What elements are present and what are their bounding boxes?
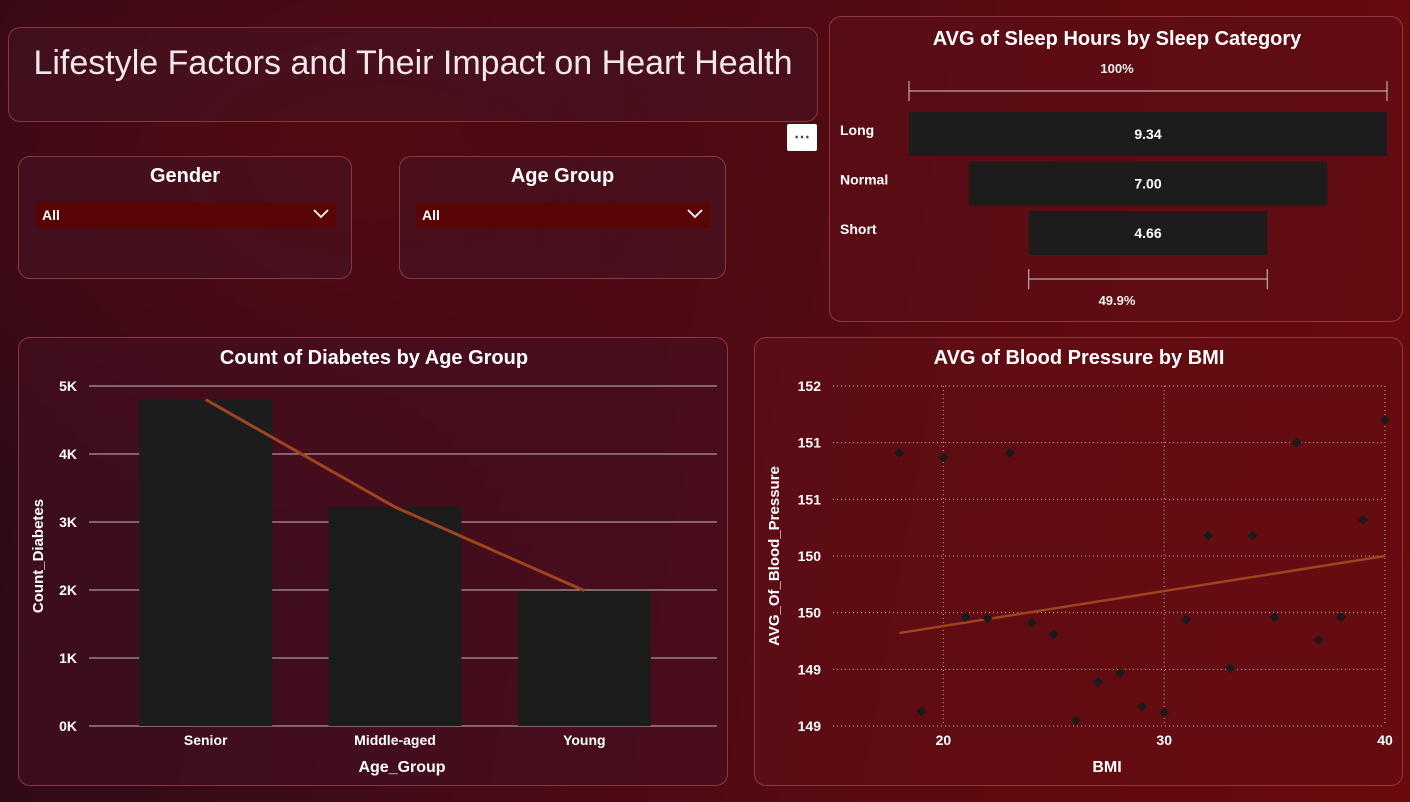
funnel-category-label: Normal (840, 172, 888, 188)
y-tick-label: 5K (59, 378, 77, 394)
scatter-point (1092, 676, 1103, 687)
scatter-point (1026, 617, 1037, 628)
y-axis-label: AVG_Of_Blood_Pressure (766, 466, 783, 646)
scatter-point (1291, 437, 1302, 448)
bar (517, 590, 651, 726)
y-tick-label: 0K (59, 718, 77, 734)
y-axis-label: Count_Diabetes (30, 499, 47, 613)
scatter-point (894, 447, 905, 458)
x-axis-label: Age_Group (358, 759, 445, 776)
diabetes-bar-chart: Count of Diabetes by Age Group Age_Group… (30, 347, 717, 776)
scatter-point (1269, 612, 1280, 623)
y-tick-label: 151 (798, 491, 822, 507)
y-tick-label: 149 (798, 718, 822, 734)
diabetes-chart-card: Count of Diabetes by Age Group Age_Group… (18, 337, 728, 786)
age-group-slicer-label: Age Group (510, 165, 615, 187)
y-tick-label: 2K (59, 582, 77, 598)
scatter-point (1335, 612, 1346, 623)
scatter-point (1313, 634, 1324, 645)
age-group-slicer: Age Group All (399, 156, 726, 279)
scatter-point (1181, 614, 1192, 625)
age-group-dropdown-value: All (422, 207, 440, 223)
bar (139, 399, 273, 726)
title-card: Lifestyle Factors and Their Impact on He… (8, 27, 818, 122)
scatter-point (1159, 707, 1170, 718)
sleep-funnel-chart: AVG of Sleep Hours by Sleep Category 100… (840, 28, 1388, 308)
x-tick-label: 30 (1156, 732, 1172, 748)
funnel-bar (1028, 211, 1268, 255)
scatter-point (1247, 530, 1258, 541)
gender-slicer-label: Gender (149, 165, 221, 187)
age-group-dropdown[interactable]: All (416, 202, 710, 228)
y-tick-label: 151 (798, 435, 822, 451)
blood-pressure-chart-card: AVG of Blood Pressure by BMI BMI AVG_Of_… (754, 337, 1403, 786)
gender-slicer: Gender All (18, 156, 352, 279)
y-tick-label: 3K (59, 514, 77, 530)
scatter-point (1137, 701, 1148, 712)
funnel-value-label: 7.00 (1134, 176, 1161, 192)
chart-title: AVG of Sleep Hours by Sleep Category (933, 28, 1302, 50)
funnel-category-label: Short (840, 221, 877, 237)
scatter-point (1048, 629, 1059, 640)
funnel-category-label: Long (840, 122, 874, 138)
scatter-point (982, 613, 993, 624)
x-tick-label: Young (563, 732, 606, 748)
gender-dropdown-value: All (42, 207, 60, 223)
x-tick-label: Middle-aged (354, 732, 436, 748)
scatter-point (1004, 447, 1015, 458)
trend-line (204, 398, 585, 593)
x-axis-label: BMI (1092, 759, 1121, 776)
scatter-point (938, 452, 949, 463)
x-tick-label: 20 (936, 732, 952, 748)
y-tick-label: 1K (59, 650, 77, 666)
chevron-down-icon[interactable] (312, 204, 330, 222)
scatter-point (960, 612, 971, 623)
blood-pressure-scatter-chart: AVG of Blood Pressure by BMI BMI AVG_Of_… (766, 347, 1393, 776)
gender-dropdown[interactable]: All (36, 202, 336, 228)
y-tick-label: 4K (59, 446, 77, 462)
page-title: Lifestyle Factors and Their Impact on He… (33, 44, 793, 82)
y-tick-label: 152 (798, 378, 822, 394)
funnel-bar (909, 112, 1387, 156)
scatter-point (916, 706, 927, 717)
more-options-button[interactable]: ⋯ (787, 124, 817, 151)
chart-title: AVG of Blood Pressure by BMI (934, 347, 1225, 369)
funnel-bar (968, 161, 1328, 206)
trend-line (899, 554, 1386, 635)
y-tick-label: 150 (798, 548, 822, 564)
sleep-funnel-card: AVG of Sleep Hours by Sleep Category 100… (829, 16, 1403, 322)
funnel-value-label: 4.66 (1134, 225, 1161, 241)
y-tick-label: 149 (798, 661, 822, 677)
funnel-bottom-percent: 49.9% (1099, 293, 1136, 308)
funnel-value-label: 9.34 (1134, 126, 1161, 142)
scatter-point (1203, 530, 1214, 541)
scatter-point (1380, 415, 1390, 425)
x-tick-label: Senior (184, 732, 228, 748)
scatter-point (1225, 663, 1236, 674)
bar (328, 507, 462, 726)
chevron-down-icon[interactable] (686, 204, 704, 222)
scatter-point (1115, 667, 1126, 678)
more-options-icon: ⋯ (794, 128, 810, 146)
scatter-point (1070, 715, 1081, 726)
y-tick-label: 150 (798, 605, 822, 621)
scatter-point (1357, 514, 1368, 525)
chart-title: Count of Diabetes by Age Group (220, 347, 528, 369)
x-tick-label: 40 (1377, 732, 1393, 748)
funnel-top-percent: 100% (1100, 61, 1134, 76)
